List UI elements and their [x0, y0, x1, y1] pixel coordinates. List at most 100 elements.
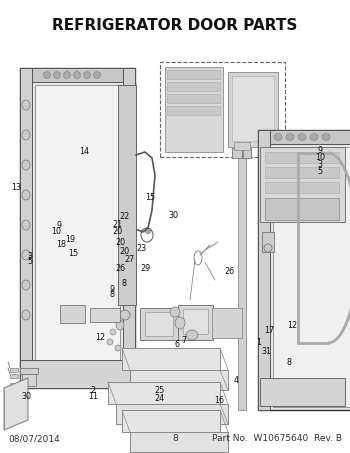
Bar	[243, 148, 251, 158]
Text: 5: 5	[318, 167, 323, 176]
Bar	[118, 85, 136, 305]
Text: 20: 20	[116, 238, 126, 247]
Polygon shape	[130, 370, 228, 390]
Polygon shape	[130, 432, 228, 452]
Bar	[167, 82, 220, 91]
Ellipse shape	[298, 134, 306, 140]
Bar	[260, 147, 345, 222]
Ellipse shape	[54, 72, 61, 78]
Bar	[238, 155, 246, 410]
Text: 19: 19	[65, 235, 75, 244]
Ellipse shape	[107, 339, 113, 345]
Bar	[232, 148, 242, 158]
Bar	[167, 94, 220, 103]
Polygon shape	[122, 348, 220, 370]
Bar	[20, 68, 32, 388]
Bar	[258, 130, 350, 410]
Bar	[20, 368, 38, 374]
Ellipse shape	[175, 317, 185, 329]
Bar	[25, 68, 130, 82]
Text: 31: 31	[261, 347, 271, 356]
Bar	[167, 70, 220, 79]
Bar	[273, 147, 350, 407]
Bar	[145, 312, 173, 336]
Bar	[265, 167, 339, 178]
Polygon shape	[116, 404, 228, 424]
Ellipse shape	[63, 72, 70, 78]
Text: 17: 17	[265, 326, 274, 335]
Text: 15: 15	[69, 249, 78, 258]
Text: 12: 12	[95, 333, 105, 342]
Ellipse shape	[170, 307, 180, 317]
Text: 10: 10	[315, 153, 325, 162]
Text: 25: 25	[154, 386, 164, 395]
Ellipse shape	[322, 134, 330, 140]
Ellipse shape	[22, 220, 30, 230]
Text: 18: 18	[56, 240, 66, 249]
Ellipse shape	[43, 72, 50, 78]
Text: 20: 20	[112, 226, 122, 236]
Text: 6: 6	[174, 340, 179, 349]
Ellipse shape	[22, 280, 30, 290]
Ellipse shape	[93, 72, 100, 78]
Bar	[165, 67, 223, 152]
Bar	[140, 308, 178, 340]
Ellipse shape	[116, 320, 124, 330]
Ellipse shape	[120, 310, 130, 320]
Ellipse shape	[22, 100, 30, 110]
Text: 5: 5	[27, 257, 32, 266]
Bar	[265, 198, 339, 220]
Ellipse shape	[22, 310, 30, 320]
Bar	[10, 390, 18, 394]
Text: 20: 20	[119, 247, 129, 256]
Polygon shape	[108, 382, 220, 404]
Text: 7: 7	[181, 336, 186, 345]
Text: 22: 22	[119, 212, 130, 221]
Ellipse shape	[74, 72, 80, 78]
Text: 8: 8	[122, 279, 127, 288]
Text: 21: 21	[112, 220, 122, 229]
Text: 23: 23	[137, 244, 147, 253]
Text: 8: 8	[110, 290, 114, 299]
Ellipse shape	[110, 329, 116, 335]
Text: 08/07/2014: 08/07/2014	[8, 434, 60, 443]
Text: 9: 9	[318, 146, 323, 155]
Text: 3: 3	[27, 252, 32, 261]
Bar	[265, 152, 339, 163]
Ellipse shape	[84, 72, 91, 78]
Bar	[228, 72, 278, 147]
Text: 10: 10	[51, 226, 61, 236]
Bar	[167, 106, 220, 115]
Bar	[20, 360, 135, 388]
Text: 9: 9	[110, 284, 114, 294]
Ellipse shape	[22, 130, 30, 140]
Bar	[20, 68, 135, 388]
Text: REFRIGERATOR DOOR PARTS: REFRIGERATOR DOOR PARTS	[52, 18, 298, 33]
Bar	[232, 76, 274, 141]
Text: 3: 3	[318, 160, 323, 169]
Bar	[22, 374, 36, 386]
Ellipse shape	[22, 160, 30, 170]
Ellipse shape	[310, 134, 318, 140]
Bar	[260, 378, 345, 406]
Ellipse shape	[286, 134, 294, 140]
Text: 8: 8	[286, 358, 291, 367]
Text: 11: 11	[88, 392, 98, 401]
Text: 9: 9	[57, 221, 62, 230]
Bar	[160, 62, 285, 157]
Polygon shape	[4, 378, 28, 430]
Polygon shape	[122, 410, 220, 432]
Bar	[123, 68, 135, 388]
Text: 30: 30	[21, 392, 31, 401]
Text: 12: 12	[287, 321, 297, 330]
Text: 24: 24	[154, 394, 164, 403]
Bar	[10, 374, 18, 378]
Ellipse shape	[274, 134, 282, 140]
Bar	[35, 85, 120, 380]
Ellipse shape	[22, 190, 30, 200]
Text: 2: 2	[90, 386, 95, 395]
Bar	[178, 305, 213, 340]
Bar	[234, 142, 250, 150]
Text: 27: 27	[124, 255, 135, 264]
Text: 1: 1	[257, 337, 261, 347]
